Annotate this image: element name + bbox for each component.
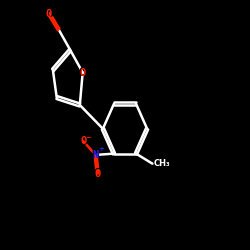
Text: N: N xyxy=(92,150,99,160)
Text: O: O xyxy=(94,169,101,179)
Text: O: O xyxy=(80,136,86,146)
Text: O: O xyxy=(46,9,52,19)
Text: O: O xyxy=(79,66,87,79)
Text: N: N xyxy=(92,148,100,162)
Text: O: O xyxy=(80,68,86,78)
Text: O: O xyxy=(79,135,87,148)
Text: O: O xyxy=(45,7,53,20)
Text: CH₃: CH₃ xyxy=(153,159,170,168)
Text: −: − xyxy=(86,135,91,141)
Text: O: O xyxy=(94,167,102,180)
Text: +: + xyxy=(98,146,104,152)
